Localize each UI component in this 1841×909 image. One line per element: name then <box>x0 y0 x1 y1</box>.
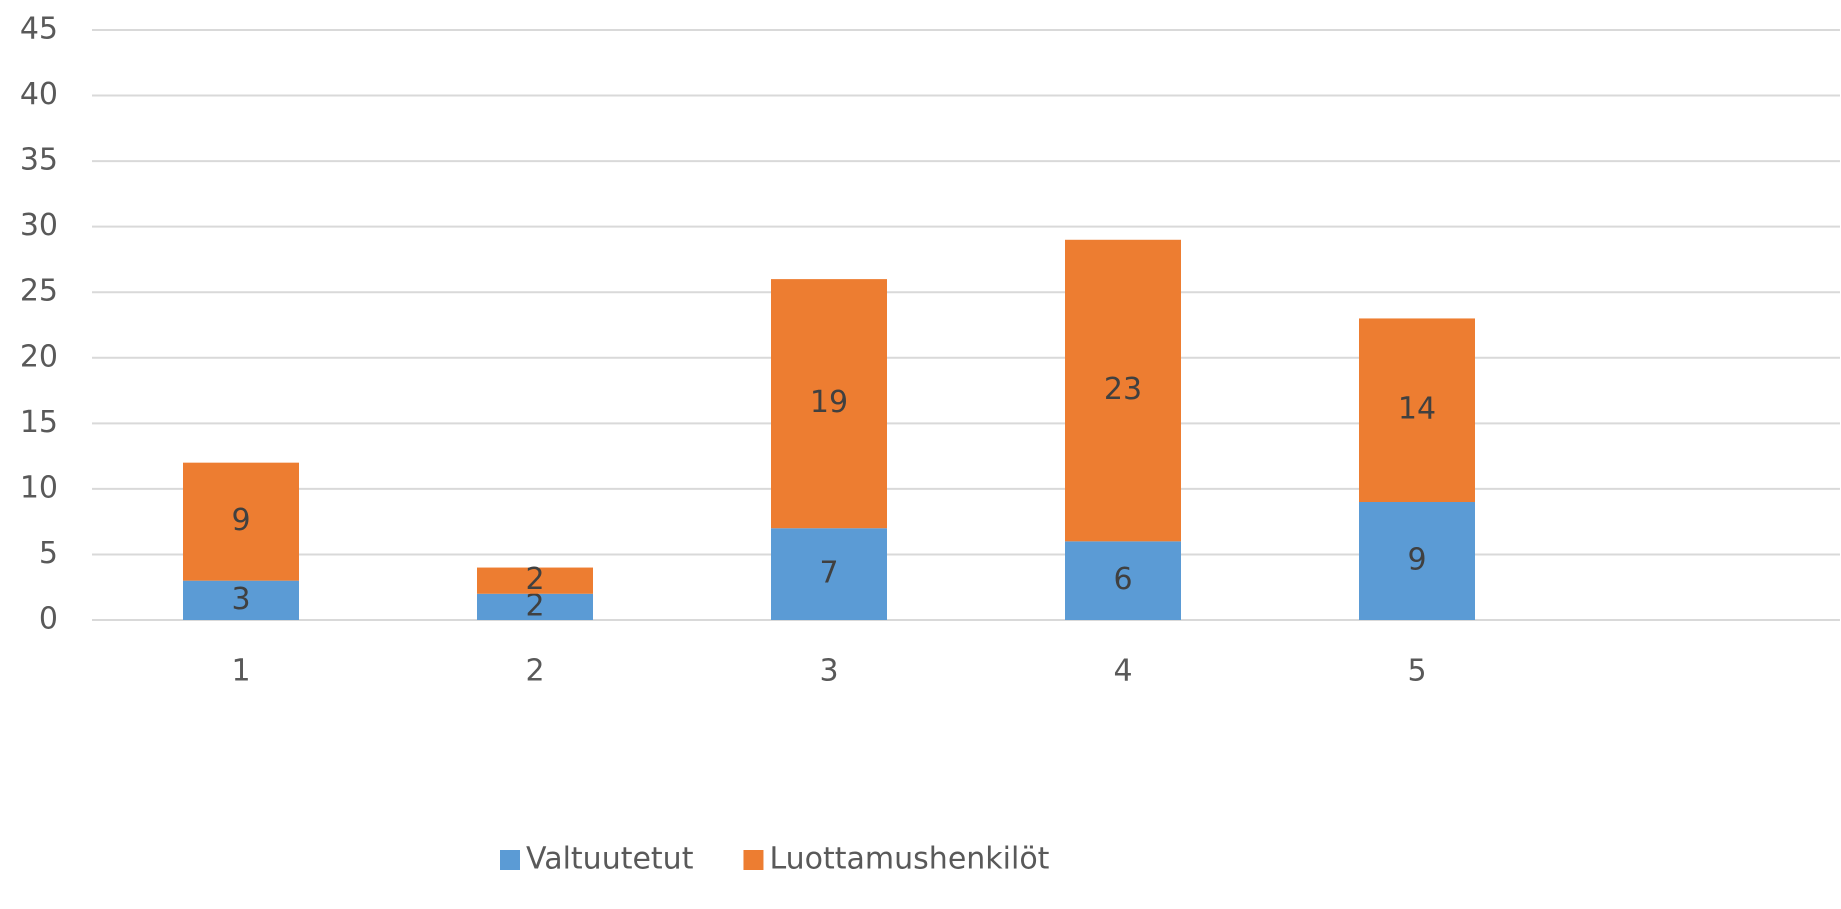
legend-swatch <box>500 850 520 870</box>
x-tick-label: 5 <box>1407 654 1426 689</box>
data-label: 2 <box>525 588 544 623</box>
data-label: 7 <box>819 556 838 591</box>
x-tick-label: 4 <box>1113 654 1132 689</box>
y-tick-label: 0 <box>39 602 58 637</box>
bar-segment <box>1065 239 1181 542</box>
data-label: 3 <box>231 582 250 617</box>
y-tick-label: 25 <box>20 274 58 309</box>
bar-segment <box>183 580 299 620</box>
data-label: 19 <box>810 385 848 420</box>
data-label: 23 <box>1104 372 1142 407</box>
y-tick-label: 30 <box>20 208 58 243</box>
y-tick-label: 20 <box>20 339 58 374</box>
bar-segment <box>477 593 593 620</box>
bar-segment <box>771 528 887 620</box>
bar-segment <box>1065 541 1181 620</box>
y-tick-label: 40 <box>20 77 58 112</box>
bar-segment <box>183 462 299 581</box>
y-tick-label: 5 <box>39 536 58 571</box>
y-tick-label: 45 <box>20 12 58 47</box>
bar-segment <box>477 567 593 594</box>
data-label: 9 <box>231 503 250 538</box>
bar-segment <box>1359 502 1475 620</box>
data-label: 9 <box>1407 543 1426 578</box>
bar-segment <box>771 279 887 529</box>
data-label: 6 <box>1113 562 1132 597</box>
legend-label: Luottamushenkilöt <box>769 842 1049 877</box>
x-tick-label: 3 <box>819 654 838 689</box>
bar-segment <box>1359 318 1475 502</box>
y-tick-label: 35 <box>20 143 58 178</box>
y-tick-label: 10 <box>20 470 58 505</box>
data-label: 2 <box>525 562 544 597</box>
legend-swatch <box>743 850 764 870</box>
x-tick-label: 2 <box>525 654 544 689</box>
legend-label: Valtuutetut <box>526 842 694 877</box>
x-tick-label: 1 <box>231 654 250 689</box>
data-label: 14 <box>1398 392 1436 427</box>
y-tick-label: 15 <box>20 405 58 440</box>
